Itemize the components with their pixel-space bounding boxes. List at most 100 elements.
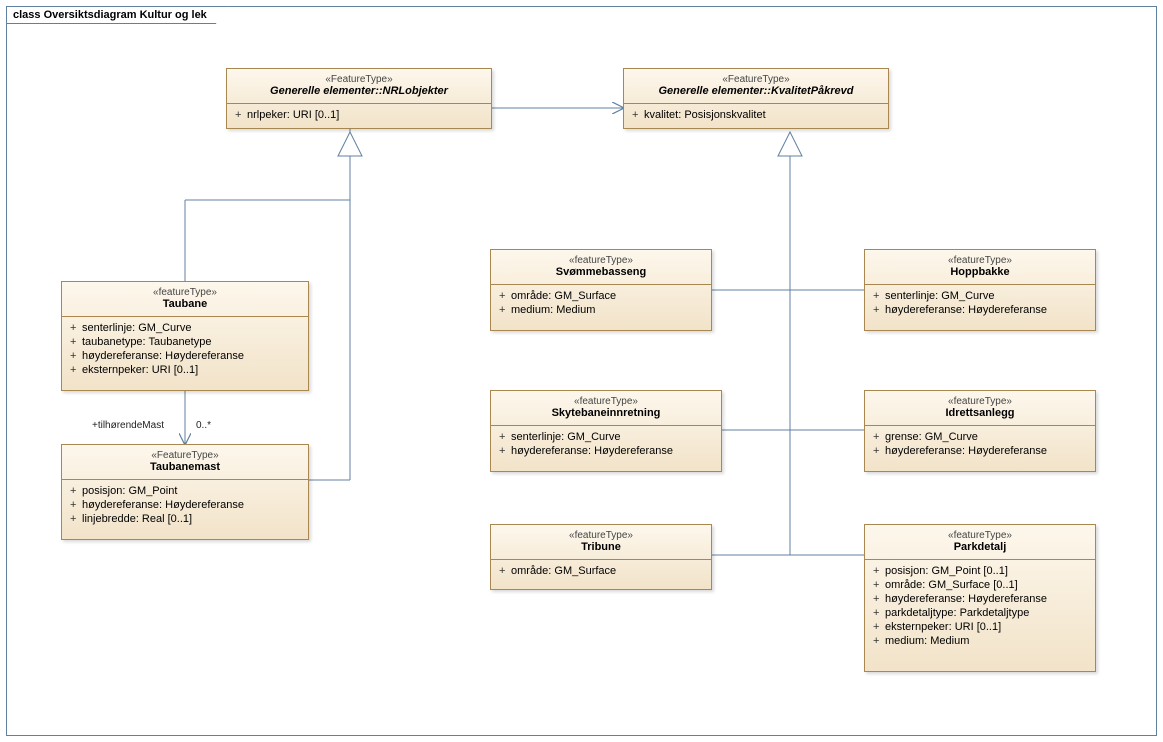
- visibility: +: [70, 322, 82, 334]
- visibility: +: [70, 336, 82, 348]
- class-tribune: «featureType»Tribune+område: GM_Surface: [490, 524, 712, 590]
- class-head: «featureType»Svømmebasseng: [491, 250, 711, 285]
- visibility: +: [873, 635, 885, 647]
- attr-row: +eksternpeker: URI [0..1]: [873, 620, 1087, 634]
- attrs: +kvalitet: Posisjonskvalitet: [624, 104, 888, 128]
- attr-text: eksternpeker: URI [0..1]: [82, 364, 198, 376]
- visibility: +: [873, 621, 885, 633]
- visibility: +: [873, 431, 885, 443]
- attr-row: +medium: Medium: [873, 634, 1087, 648]
- attr-text: høydereferanse: Høydereferanse: [511, 445, 673, 457]
- class-name: Svømmebasseng: [499, 266, 703, 278]
- class-name: Hoppbakke: [873, 266, 1087, 278]
- assoc-mult-label: 0..*: [196, 420, 211, 431]
- attr-row: +senterlinje: GM_Curve: [499, 430, 713, 444]
- class-head: «FeatureType»Taubanemast: [62, 445, 308, 480]
- class-nrl: «FeatureType»Generelle elementer::NRLobj…: [226, 68, 492, 129]
- attr-text: høydereferanse: Høydereferanse: [885, 593, 1047, 605]
- stereotype: «FeatureType»: [632, 74, 880, 85]
- stereotype: «featureType»: [499, 255, 703, 266]
- attr-row: +grense: GM_Curve: [873, 430, 1087, 444]
- visibility: +: [632, 109, 644, 121]
- assoc-role-text: +tilhørendeMast: [92, 420, 164, 431]
- attr-text: høydereferanse: Høydereferanse: [82, 499, 244, 511]
- attr-text: nrlpeker: URI [0..1]: [247, 109, 339, 121]
- attr-text: høydereferanse: Høydereferanse: [82, 350, 244, 362]
- class-head: «featureType»Skytebaneinnretning: [491, 391, 721, 426]
- stereotype: «featureType»: [873, 396, 1087, 407]
- class-name: Idrettsanlegg: [873, 407, 1087, 419]
- attr-row: +parkdetaljtype: Parkdetaljtype: [873, 606, 1087, 620]
- attr-text: høydereferanse: Høydereferanse: [885, 304, 1047, 316]
- attr-row: +posisjon: GM_Point [0..1]: [873, 564, 1087, 578]
- attr-row: +linjebredde: Real [0..1]: [70, 512, 300, 526]
- diagram-title-tab: class Oversiktsdiagram Kultur og lek: [6, 6, 228, 24]
- attr-row: +område: GM_Surface: [499, 289, 703, 303]
- class-name: Parkdetalj: [873, 541, 1087, 553]
- attr-text: høydereferanse: Høydereferanse: [885, 445, 1047, 457]
- visibility: +: [873, 593, 885, 605]
- class-idrett: «featureType»Idrettsanlegg+grense: GM_Cu…: [864, 390, 1096, 472]
- attr-text: medium: Medium: [511, 304, 595, 316]
- class-head: «FeatureType»Generelle elementer::NRLobj…: [227, 69, 491, 104]
- visibility: +: [499, 565, 511, 577]
- attr-row: +område: GM_Surface [0..1]: [873, 578, 1087, 592]
- attr-row: +nrlpeker: URI [0..1]: [235, 108, 483, 122]
- visibility: +: [70, 513, 82, 525]
- class-taubanemast: «FeatureType»Taubanemast+posisjon: GM_Po…: [61, 444, 309, 540]
- attr-text: område: GM_Surface: [511, 290, 616, 302]
- stereotype: «featureType»: [873, 530, 1087, 541]
- class-taubane: «featureType»Taubane+senterlinje: GM_Cur…: [61, 281, 309, 391]
- class-head: «featureType»Parkdetalj: [865, 525, 1095, 560]
- stereotype: «featureType»: [873, 255, 1087, 266]
- class-name: Generelle elementer::NRLobjekter: [235, 85, 483, 97]
- visibility: +: [70, 499, 82, 511]
- class-name: Skytebaneinnretning: [499, 407, 713, 419]
- class-head: «featureType»Idrettsanlegg: [865, 391, 1095, 426]
- visibility: +: [70, 364, 82, 376]
- attr-text: linjebredde: Real [0..1]: [82, 513, 192, 525]
- attr-text: område: GM_Surface: [511, 565, 616, 577]
- attrs: +senterlinje: GM_Curve+høydereferanse: H…: [491, 426, 721, 464]
- visibility: +: [873, 445, 885, 457]
- diagram-title: class Oversiktsdiagram Kultur og lek: [13, 9, 207, 21]
- attr-text: senterlinje: GM_Curve: [885, 290, 994, 302]
- attr-text: posisjon: GM_Point: [82, 485, 177, 497]
- class-hoppbakke: «featureType»Hoppbakke +senterlinje: GM_C…: [864, 249, 1096, 331]
- visibility: +: [873, 607, 885, 619]
- class-name: Taubanemast: [70, 461, 300, 473]
- attrs: +nrlpeker: URI [0..1]: [227, 104, 491, 128]
- class-svommebasseng: «featureType»Svømmebasseng+område: GM_Su…: [490, 249, 712, 331]
- class-head: «featureType»Tribune: [491, 525, 711, 560]
- visibility: +: [873, 579, 885, 591]
- attrs: +område: GM_Surface: [491, 560, 711, 584]
- attr-text: område: GM_Surface [0..1]: [885, 579, 1018, 591]
- class-head: «featureType»Hoppbakke: [865, 250, 1095, 285]
- stereotype: «FeatureType»: [70, 450, 300, 461]
- visibility: +: [873, 290, 885, 302]
- attr-text: taubanetype: Taubanetype: [82, 336, 211, 348]
- attr-row: +høydereferanse: Høydereferanse: [70, 349, 300, 363]
- class-parkdetalj: «featureType»Parkdetalj+posisjon: GM_Poi…: [864, 524, 1096, 672]
- attrs: +posisjon: GM_Point+høydereferanse: Høyd…: [62, 480, 308, 532]
- stereotype: «FeatureType»: [235, 74, 483, 85]
- attr-text: medium: Medium: [885, 635, 969, 647]
- class-skytebane: «featureType»Skytebaneinnretning+senterl…: [490, 390, 722, 472]
- attr-text: posisjon: GM_Point [0..1]: [885, 565, 1008, 577]
- stereotype: «featureType»: [70, 287, 300, 298]
- attrs: +senterlinje: GM_Curve+taubanetype: Taub…: [62, 317, 308, 383]
- attrs: +posisjon: GM_Point [0..1]+område: GM_Su…: [865, 560, 1095, 654]
- attr-row: +medium: Medium: [499, 303, 703, 317]
- visibility: +: [499, 304, 511, 316]
- attr-row: +senterlinje: GM_Curve: [873, 289, 1087, 303]
- stereotype: «featureType»: [499, 396, 713, 407]
- visibility: +: [499, 431, 511, 443]
- attr-text: kvalitet: Posisjonskvalitet: [644, 109, 766, 121]
- attrs: +område: GM_Surface+medium: Medium: [491, 285, 711, 323]
- visibility: +: [235, 109, 247, 121]
- attr-row: +kvalitet: Posisjonskvalitet: [632, 108, 880, 122]
- attr-row: +høydereferanse: Høydereferanse: [873, 303, 1087, 317]
- attrs: +grense: GM_Curve+høydereferanse: Høyder…: [865, 426, 1095, 464]
- class-name: Generelle elementer::KvalitetPåkrevd: [632, 85, 880, 97]
- attr-row: +taubanetype: Taubanetype: [70, 335, 300, 349]
